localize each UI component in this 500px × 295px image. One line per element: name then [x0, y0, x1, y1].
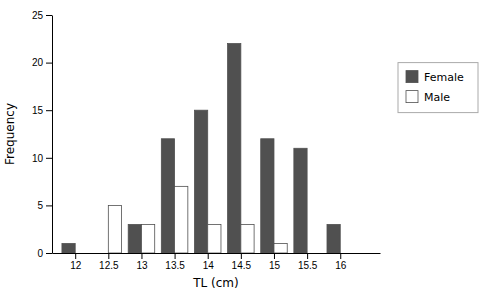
x-tick: 13	[136, 253, 148, 271]
y-tick-mark	[46, 158, 52, 159]
x-axis: 12 12.5 13 13.5 14 14.5 15 15.5 16	[53, 253, 381, 271]
x-tick: 12	[70, 253, 82, 271]
bar	[108, 205, 121, 253]
y-tick: 25	[32, 10, 52, 21]
x-axis-title: TL (cm)	[192, 276, 238, 290]
y-tick: 20	[32, 57, 52, 68]
y-tick-mark	[46, 110, 52, 111]
bar	[241, 224, 254, 253]
y-tick-label: 25	[32, 10, 44, 21]
x-tick-mark	[340, 253, 341, 259]
y-axis-line	[52, 16, 53, 254]
x-axis-line	[53, 253, 381, 254]
y-tick: 10	[32, 153, 52, 164]
series-bars	[62, 44, 340, 253]
x-tick-mark	[208, 253, 209, 259]
x-tick-mark	[175, 253, 176, 259]
y-tick-mark	[46, 253, 52, 254]
bar	[307, 253, 320, 254]
bar	[161, 139, 174, 253]
x-tick-label: 16	[335, 260, 347, 271]
bar	[294, 148, 307, 253]
legend-swatch	[406, 71, 418, 83]
x-tick-mark	[274, 253, 275, 259]
y-tick-label: 15	[32, 105, 44, 116]
x-tick: 15.5	[298, 253, 318, 271]
series-bars	[108, 186, 287, 253]
x-tick-label: 12.5	[99, 260, 119, 271]
legend-swatch	[406, 91, 418, 103]
x-tick: 15	[269, 253, 281, 271]
legend-item: Male	[406, 91, 450, 105]
bar	[62, 243, 75, 253]
bar	[208, 224, 221, 253]
bar	[327, 224, 340, 253]
legend-label: Female	[424, 71, 464, 84]
x-tick: 14.5	[232, 253, 252, 271]
y-tick: 5	[37, 200, 52, 211]
x-tick: 13.5	[165, 253, 185, 271]
bar	[141, 224, 154, 253]
bars	[62, 44, 340, 253]
bar	[228, 44, 241, 253]
bar	[75, 253, 88, 254]
x-tick-mark	[307, 253, 308, 259]
bar	[340, 253, 353, 254]
x-tick-label: 15	[269, 260, 281, 271]
bar	[194, 110, 207, 253]
legend-label: Male	[424, 91, 450, 104]
bar	[95, 253, 108, 254]
y-tick-label: 0	[37, 248, 43, 259]
plot: 12 12.5 13 13.5 14 14.5 15 15.5 16 0 5 10 15 20 25 TL (…	[3, 10, 381, 290]
legend-item: Female	[406, 71, 464, 85]
x-tick: 16	[335, 253, 347, 271]
bar	[175, 186, 188, 253]
y-tick-label: 5	[37, 200, 43, 211]
x-tick-label: 13.5	[165, 260, 185, 271]
x-tick: 14	[203, 253, 215, 271]
y-tick-label: 10	[32, 153, 44, 164]
y-tick-mark	[46, 15, 52, 16]
bar	[261, 139, 274, 253]
y-axis: 0 5 10 15 20 25	[32, 10, 53, 259]
y-tick-mark	[46, 205, 52, 206]
x-tick-mark	[241, 253, 242, 259]
y-axis-title: Frequency	[3, 103, 17, 165]
x-tick-mark	[75, 253, 76, 259]
y-tick-label: 20	[32, 57, 44, 68]
x-tick-mark	[108, 253, 109, 259]
bar	[274, 243, 287, 253]
y-tick-mark	[46, 63, 52, 64]
x-tick: 12.5	[99, 253, 119, 271]
x-tick-mark	[141, 253, 142, 259]
chart: 12 12.5 13 13.5 14 14.5 15 15.5 16 0 5 10 15 20 25 TL (…	[0, 0, 500, 295]
legend: Female Male	[398, 63, 478, 113]
y-tick: 0	[37, 248, 52, 259]
x-tick-label: 13	[136, 260, 148, 271]
x-tick-label: 12	[70, 260, 82, 271]
x-tick-label: 14	[203, 260, 215, 271]
bar	[128, 224, 141, 253]
legend-frame	[398, 63, 478, 113]
y-tick: 15	[32, 105, 52, 116]
x-tick-label: 15.5	[298, 260, 318, 271]
x-tick-label: 14.5	[232, 260, 252, 271]
